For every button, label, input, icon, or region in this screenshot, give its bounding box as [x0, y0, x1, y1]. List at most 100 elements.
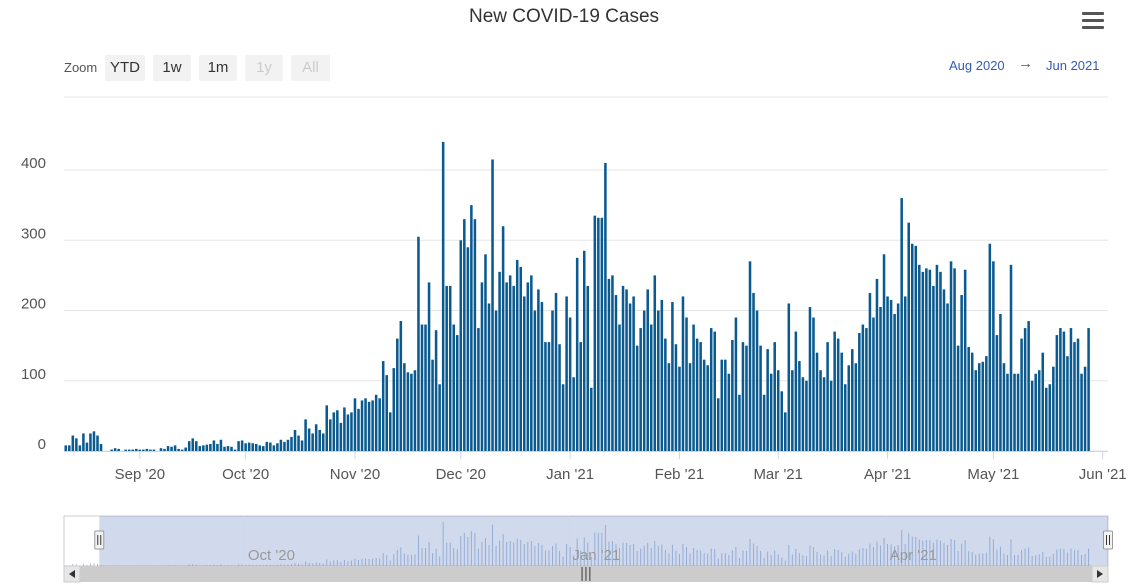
bar[interactable] [297, 435, 300, 452]
bar[interactable] [745, 345, 748, 452]
bar[interactable] [1052, 366, 1055, 451]
bar[interactable] [851, 349, 854, 451]
bar[interactable] [279, 439, 283, 451]
bar[interactable] [921, 271, 925, 451]
bar[interactable] [515, 259, 519, 451]
bar[interactable] [914, 245, 918, 451]
bar[interactable] [791, 370, 794, 451]
bar[interactable] [713, 331, 717, 451]
bar[interactable] [949, 261, 953, 451]
bar[interactable] [459, 240, 463, 451]
bar[interactable] [159, 448, 163, 451]
navigator-left-handle[interactable] [94, 530, 105, 550]
bar[interactable] [794, 331, 798, 451]
bar[interactable] [540, 302, 544, 451]
bar[interactable] [900, 198, 903, 451]
bar[interactable] [505, 282, 508, 451]
bar[interactable] [78, 445, 82, 451]
bar[interactable] [187, 441, 191, 452]
bar[interactable] [138, 449, 142, 452]
bar[interactable] [233, 449, 237, 452]
bar[interactable] [558, 344, 561, 451]
bar[interactable] [1034, 373, 1037, 452]
bar[interactable] [99, 443, 103, 452]
bar[interactable] [364, 398, 367, 451]
bar[interactable] [769, 373, 773, 452]
bar[interactable] [621, 285, 625, 451]
bar[interactable] [385, 375, 388, 451]
bar[interactable] [290, 436, 293, 451]
bar[interactable] [374, 394, 378, 451]
bar[interactable] [311, 433, 314, 451]
bar[interactable] [861, 324, 865, 451]
bar[interactable] [988, 243, 992, 451]
bar[interactable] [343, 407, 346, 451]
bar[interactable] [269, 442, 272, 451]
bar[interactable] [724, 359, 727, 452]
bar[interactable] [699, 342, 702, 451]
bar[interactable] [752, 292, 755, 451]
bar[interactable] [1027, 321, 1030, 451]
bar[interactable] [470, 205, 473, 452]
bar[interactable] [734, 317, 738, 451]
bar[interactable] [152, 449, 156, 452]
navigator-right-handle[interactable] [1103, 530, 1113, 550]
bar[interactable] [480, 282, 484, 451]
bar[interactable] [410, 373, 413, 452]
bar[interactable] [438, 384, 441, 451]
bar[interactable] [907, 222, 910, 451]
bar[interactable] [695, 338, 699, 451]
bar[interactable] [1069, 328, 1073, 451]
bar[interactable] [889, 299, 893, 451]
bar[interactable] [688, 363, 692, 451]
bar[interactable] [896, 303, 900, 452]
bar[interactable] [784, 412, 787, 451]
bar[interactable] [780, 391, 784, 451]
bar[interactable] [484, 254, 487, 451]
bar[interactable] [963, 269, 967, 451]
bar[interactable] [434, 330, 438, 451]
bar[interactable] [833, 331, 836, 451]
bar[interactable] [1041, 352, 1045, 451]
bar[interactable] [396, 338, 399, 451]
bar[interactable] [381, 361, 385, 451]
bar[interactable] [124, 449, 127, 452]
bar[interactable] [731, 340, 734, 451]
bar[interactable] [1020, 338, 1023, 451]
bar[interactable] [177, 448, 180, 451]
bar[interactable] [561, 384, 565, 451]
bar[interactable] [173, 445, 177, 451]
bar[interactable] [329, 419, 332, 451]
bar[interactable] [840, 352, 843, 451]
bar[interactable] [1006, 373, 1009, 452]
range-from-date[interactable]: Aug 2020 [949, 58, 1005, 73]
bar[interactable] [318, 429, 321, 451]
bar[interactable] [360, 400, 364, 451]
bar[interactable] [847, 365, 851, 451]
bar[interactable] [597, 217, 600, 451]
bar[interactable] [551, 310, 554, 452]
bar[interactable] [843, 384, 847, 451]
bar[interactable] [702, 359, 706, 452]
zoom-1m-button[interactable]: 1m [199, 55, 237, 81]
bar[interactable] [872, 317, 875, 451]
bar[interactable] [970, 352, 974, 451]
bar[interactable] [635, 345, 639, 452]
bar[interactable] [678, 366, 681, 451]
bar[interactable] [304, 419, 307, 451]
bar[interactable] [674, 344, 678, 451]
bar[interactable] [590, 387, 593, 451]
bar[interactable] [910, 243, 914, 451]
bar[interactable] [346, 414, 350, 451]
scrollbar-thumb[interactable] [80, 566, 1092, 582]
bar[interactable] [741, 342, 745, 451]
bar[interactable] [209, 443, 212, 452]
bar[interactable] [420, 324, 424, 451]
bar[interactable] [977, 363, 981, 451]
bar[interactable] [1080, 373, 1083, 452]
bar[interactable] [262, 446, 265, 451]
bar[interactable] [1059, 328, 1062, 451]
bar[interactable] [748, 261, 752, 451]
bar[interactable] [868, 292, 872, 451]
bar[interactable] [272, 445, 276, 451]
